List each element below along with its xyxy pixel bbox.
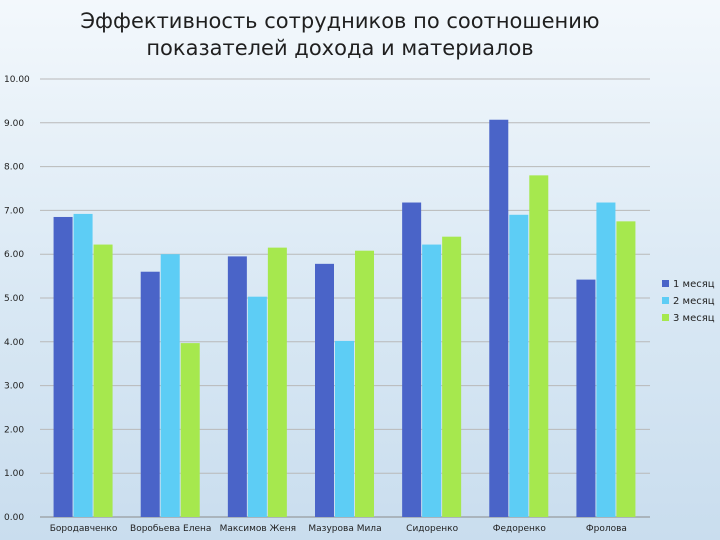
x-category-label: Воробьева Елена <box>130 524 211 534</box>
bar <box>160 254 180 517</box>
legend-label: 1 месяц <box>673 279 715 290</box>
bar <box>616 221 636 517</box>
bar <box>227 256 247 517</box>
bar <box>93 244 113 517</box>
bar <box>576 279 596 517</box>
bar <box>596 202 616 518</box>
legend-label: 2 месяц <box>673 296 715 307</box>
bar <box>140 271 160 517</box>
legend-label: 3 месяц <box>673 313 715 324</box>
y-tick-label: 6.00 <box>4 250 24 260</box>
bar <box>53 216 73 517</box>
bar <box>442 236 462 517</box>
bar <box>489 119 509 517</box>
bar <box>355 250 374 518</box>
bar <box>73 213 93 518</box>
legend-swatch <box>662 314 669 321</box>
x-category-label: Сидоренко <box>406 524 458 534</box>
y-tick-label: 8.00 <box>4 163 24 173</box>
y-tick-label: 7.00 <box>4 206 24 216</box>
x-category-label: Максимов Женя <box>220 524 297 534</box>
bar <box>402 202 422 518</box>
y-tick-label: 2.00 <box>4 425 24 435</box>
y-tick-label: 9.00 <box>4 119 24 129</box>
bar <box>315 263 334 517</box>
y-tick-label: 10.00 <box>4 75 30 85</box>
chart-title: Эффективность сотрудников по соотношению… <box>80 9 600 60</box>
bar <box>267 247 287 517</box>
x-category-label: Мазурова Мила <box>308 524 381 534</box>
y-tick-label: 1.00 <box>4 469 24 479</box>
bar <box>509 214 529 517</box>
x-category-label: Бородавченко <box>50 524 118 534</box>
bar <box>335 340 354 517</box>
y-tick-label: 3.00 <box>4 382 24 392</box>
bar <box>529 175 549 518</box>
legend-swatch <box>662 280 669 287</box>
bar <box>247 296 267 517</box>
bar <box>422 244 442 517</box>
y-tick-label: 0.00 <box>4 513 24 523</box>
x-category-label: Федоренко <box>493 524 547 534</box>
x-category-label: Фролова <box>586 524 627 534</box>
y-tick-label: 5.00 <box>4 294 24 304</box>
bar <box>180 343 200 517</box>
legend-swatch <box>662 297 669 304</box>
y-tick-label: 4.00 <box>4 338 24 348</box>
